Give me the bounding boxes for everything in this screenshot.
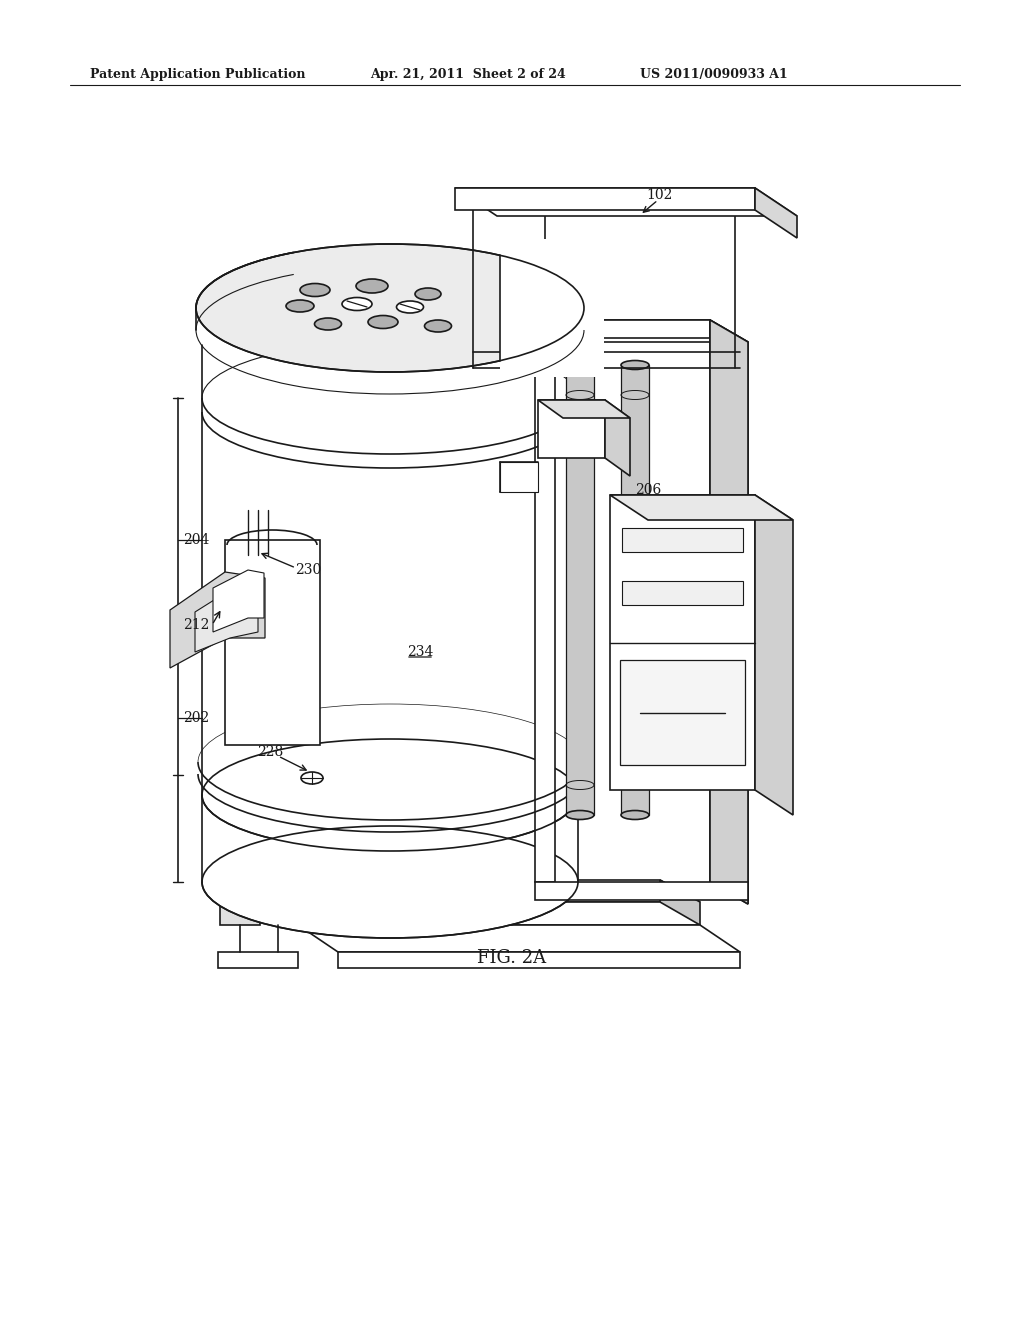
Text: Patent Application Publication: Patent Application Publication (90, 69, 305, 81)
Ellipse shape (314, 318, 341, 330)
Polygon shape (610, 495, 793, 520)
Polygon shape (213, 570, 264, 632)
Text: US 2011/0090933 A1: US 2011/0090933 A1 (640, 69, 787, 81)
Polygon shape (535, 338, 555, 882)
Polygon shape (610, 495, 755, 789)
Ellipse shape (196, 244, 584, 372)
Polygon shape (535, 319, 710, 338)
Polygon shape (755, 187, 797, 238)
Polygon shape (218, 952, 298, 968)
Polygon shape (535, 319, 748, 342)
Polygon shape (500, 462, 538, 492)
Polygon shape (220, 880, 700, 902)
Text: 230: 230 (295, 564, 322, 577)
Polygon shape (660, 880, 700, 925)
Polygon shape (455, 187, 755, 210)
Polygon shape (202, 345, 578, 795)
Text: FIG. 2A: FIG. 2A (477, 949, 547, 968)
Polygon shape (710, 319, 748, 904)
Polygon shape (622, 528, 743, 552)
Polygon shape (298, 925, 740, 952)
Ellipse shape (621, 360, 649, 370)
Text: 228: 228 (257, 744, 283, 759)
Polygon shape (535, 882, 748, 900)
Ellipse shape (621, 810, 649, 820)
Ellipse shape (202, 739, 578, 851)
Text: 212: 212 (183, 618, 209, 632)
Ellipse shape (415, 288, 441, 300)
Polygon shape (260, 902, 700, 925)
Ellipse shape (425, 319, 452, 333)
Ellipse shape (286, 300, 314, 312)
Polygon shape (338, 952, 740, 968)
Polygon shape (170, 572, 265, 668)
Polygon shape (220, 902, 260, 925)
Ellipse shape (301, 772, 323, 784)
Ellipse shape (566, 360, 594, 370)
Text: 204: 204 (183, 533, 209, 546)
Text: Apr. 21, 2011  Sheet 2 of 24: Apr. 21, 2011 Sheet 2 of 24 (370, 69, 565, 81)
Text: 202: 202 (183, 711, 209, 725)
Ellipse shape (356, 279, 388, 293)
Text: 102: 102 (647, 187, 673, 202)
Polygon shape (195, 590, 258, 652)
Ellipse shape (566, 810, 594, 820)
Polygon shape (538, 400, 630, 418)
Polygon shape (455, 187, 797, 216)
Polygon shape (538, 400, 605, 458)
Text: 234: 234 (407, 645, 433, 659)
Text: 206: 206 (635, 483, 662, 498)
Polygon shape (755, 495, 793, 814)
Polygon shape (621, 366, 649, 814)
Polygon shape (605, 400, 630, 477)
Polygon shape (500, 239, 604, 378)
Ellipse shape (368, 315, 398, 329)
Ellipse shape (396, 301, 424, 313)
Ellipse shape (202, 826, 578, 939)
Polygon shape (620, 660, 745, 766)
Polygon shape (566, 366, 594, 814)
Polygon shape (225, 540, 319, 744)
Ellipse shape (300, 284, 330, 297)
Polygon shape (710, 319, 748, 904)
Polygon shape (622, 581, 743, 605)
Ellipse shape (342, 297, 372, 310)
